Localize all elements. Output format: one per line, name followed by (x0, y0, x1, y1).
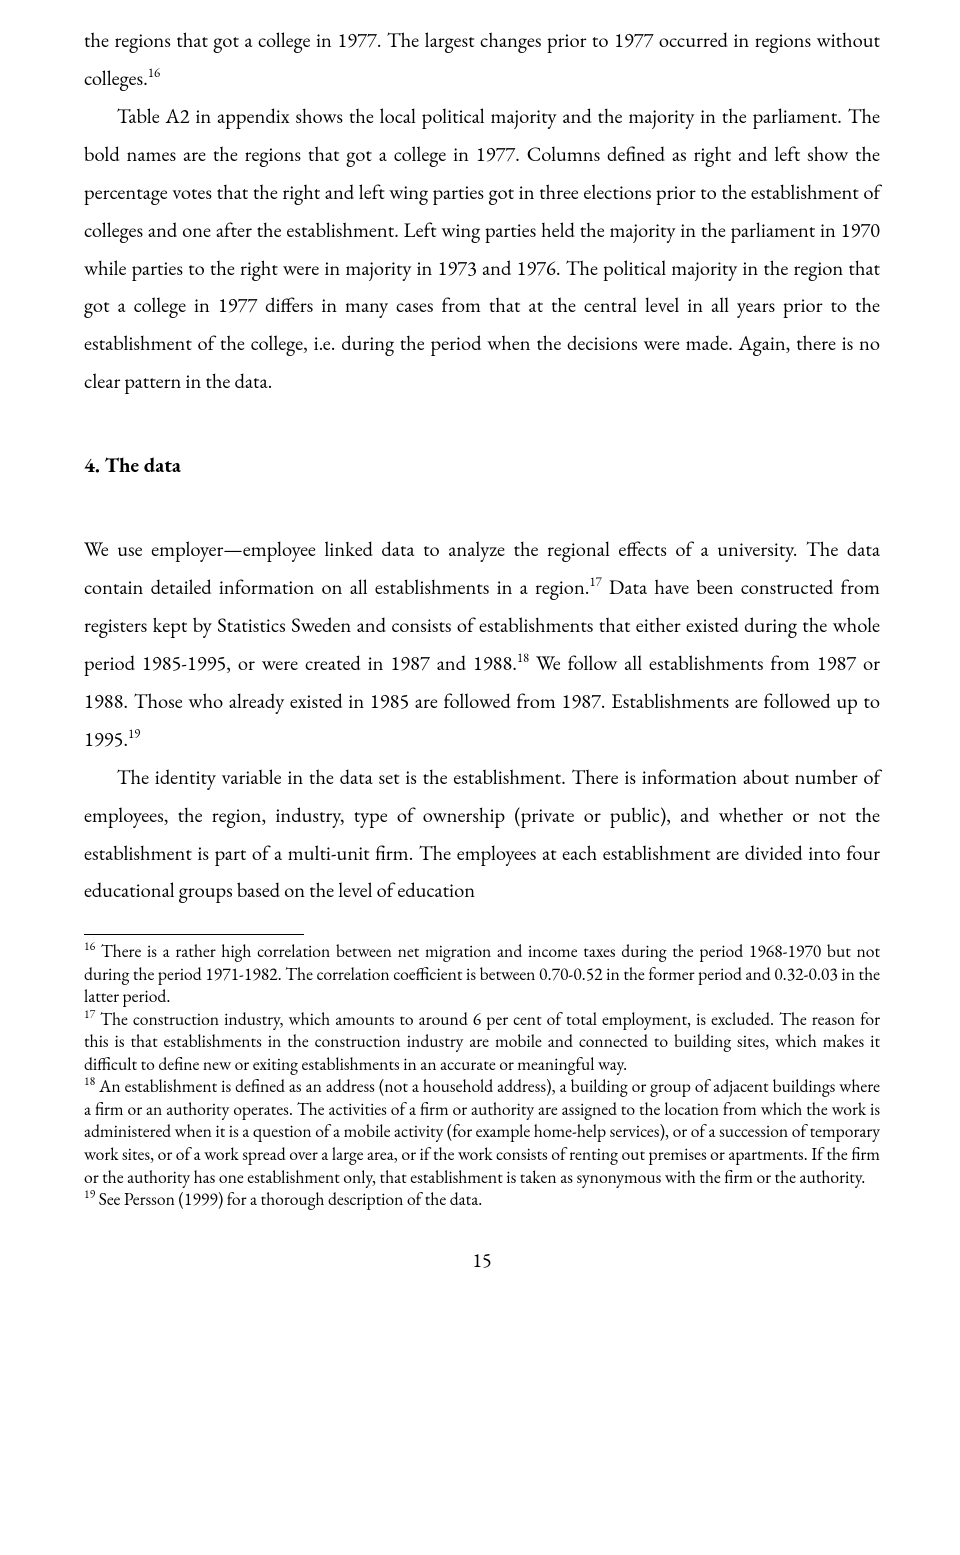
footnotes-block: 16 There is a rather high correlation be… (84, 941, 880, 1211)
body-text: Table A2 in appendix shows the local pol… (84, 103, 880, 395)
footnote-17: 17 The construction industry, which amou… (84, 1009, 880, 1077)
footnote-text: There is a rather high correlation betwe… (84, 940, 880, 1008)
footnote-number: 17 (84, 1007, 95, 1022)
paragraph: The identity variable in the data set is… (84, 759, 880, 911)
footnote-16: 16 There is a rather high correlation be… (84, 941, 880, 1009)
footnote-ref-18: 18 (517, 649, 529, 666)
footnote-ref-17: 17 (589, 573, 601, 590)
footnote-18: 18 An establishment is defined as an add… (84, 1076, 880, 1189)
footnote-text: The construction industry, which amounts… (84, 1008, 880, 1076)
body-text: The identity variable in the data set is… (84, 764, 880, 905)
footnote-19: 19 See Persson (1999) for a thorough des… (84, 1189, 880, 1212)
footnote-ref-19: 19 (128, 725, 140, 742)
footnote-number: 18 (84, 1075, 95, 1090)
section-heading: 4. The data (84, 447, 880, 485)
paragraph-continuation: the regions that got a college in 1977. … (84, 22, 880, 98)
footnote-number: 16 (84, 940, 95, 955)
footnote-text: See Persson (1999) for a thorough descri… (95, 1188, 482, 1211)
paragraph: Table A2 in appendix shows the local pol… (84, 98, 880, 401)
footnote-separator (84, 934, 304, 935)
footnote-text: An establishment is defined as an addres… (84, 1075, 880, 1188)
paragraph: We use employer—employee linked data to … (84, 531, 880, 759)
footnote-number: 19 (84, 1187, 95, 1202)
footnote-ref-16: 16 (148, 64, 160, 81)
document-page: the regions that got a college in 1977. … (0, 0, 960, 1555)
body-text: the regions that got a college in 1977. … (84, 27, 880, 92)
page-number: 15 (84, 1242, 880, 1299)
